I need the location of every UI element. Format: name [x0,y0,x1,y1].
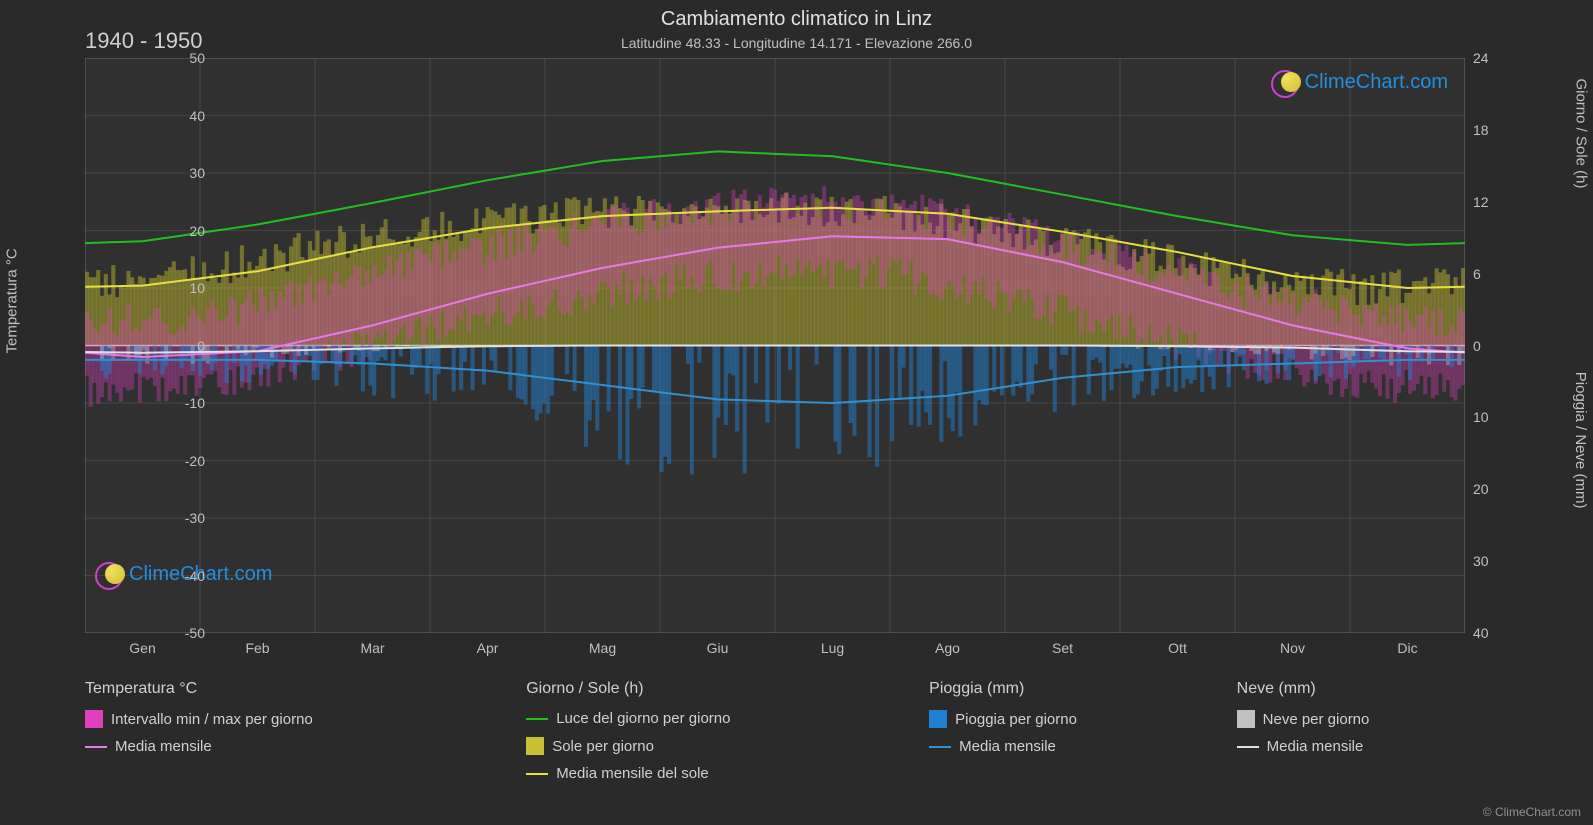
x-tick-month: Ago [935,640,960,656]
x-tick-month: Feb [245,640,269,656]
legend-item: Pioggia per giorno [929,710,1196,728]
legend-label: Pioggia per giorno [955,711,1077,728]
legend-item: Media mensile [85,738,486,755]
legend-item: Sole per giorno [526,737,889,755]
legend-swatch [526,718,548,720]
legend-label: Media mensile [1267,738,1364,755]
plot-svg [85,58,1465,633]
legend: Temperatura °C Intervallo min / max per g… [85,680,1485,782]
legend-item: Media mensile del sole [526,765,889,782]
y-tick-left: 20 [95,223,205,239]
legend-label: Neve per giorno [1263,711,1370,728]
x-tick-month: Mag [589,640,616,656]
legend-item: Luce del giorno per giorno [526,710,889,727]
x-tick-month: Dic [1397,640,1417,656]
y-tick-right-hours: 6 [1473,266,1481,282]
y-tick-left: 40 [95,108,205,124]
climate-chart: Cambiamento climatico in Linz Latitudine… [0,0,1593,825]
y-tick-left: -30 [95,510,205,526]
x-tick-month: Giu [707,640,729,656]
x-tick-month: Lug [821,640,844,656]
legend-column: Giorno / Sole (h) Luce del giorno per gio… [526,680,889,782]
y-tick-left: -40 [95,568,205,584]
climechart-logo-icon [1271,68,1299,96]
legend-header: Temperatura °C [85,680,486,698]
legend-swatch [526,773,548,775]
x-tick-month: Apr [477,640,499,656]
x-tick-month: Ott [1168,640,1187,656]
y-tick-left: 50 [95,50,205,66]
y-tick-left: 10 [95,280,205,296]
plot-area [85,58,1465,633]
legend-label: Media mensile [115,738,212,755]
y-tick-right-mm: 10 [1473,409,1489,425]
y-axis-right-top-label: Giorno / Sole (h) [1573,78,1590,188]
brand-text: ClimeChart.com [1305,71,1448,94]
legend-swatch [929,710,947,728]
y-tick-right-hours: 24 [1473,50,1489,66]
y-tick-right-mm: 30 [1473,553,1489,569]
legend-column: Temperatura °C Intervallo min / max per g… [85,680,486,782]
y-tick-right-mm: 40 [1473,625,1489,641]
legend-item: Media mensile [1237,738,1485,755]
y-tick-left: 30 [95,165,205,181]
x-tick-month: Mar [360,640,384,656]
copyright: © ClimeChart.com [1483,805,1581,819]
legend-item: Neve per giorno [1237,710,1485,728]
legend-header: Pioggia (mm) [929,680,1196,698]
legend-label: Luce del giorno per giorno [556,710,730,727]
legend-header: Neve (mm) [1237,680,1485,698]
legend-column: Neve (mm) Neve per giorno Media mensile [1237,680,1485,782]
legend-swatch [526,737,544,755]
legend-swatch [929,746,951,748]
x-tick-month: Set [1052,640,1073,656]
chart-title: Cambiamento climatico in Linz [0,0,1593,31]
legend-label: Media mensile [959,738,1056,755]
y-axis-right-bottom-label: Pioggia / Neve (mm) [1573,372,1590,509]
y-tick-right-mm: 20 [1473,481,1489,497]
legend-column: Pioggia (mm) Pioggia per giorno Media mens… [929,680,1196,782]
y-tick-left: -10 [95,395,205,411]
y-tick-right-hours: 0 [1473,338,1481,354]
y-tick-left: -20 [95,453,205,469]
chart-subtitle: Latitudine 48.33 - Longitudine 14.171 - … [0,31,1593,51]
y-axis-left-label: Temperatura °C [4,248,21,353]
y-tick-left: -50 [95,625,205,641]
legend-header: Giorno / Sole (h) [526,680,889,698]
x-tick-month: Gen [129,640,155,656]
y-tick-left: 0 [95,338,205,354]
y-tick-right-hours: 18 [1473,122,1489,138]
legend-item: Intervallo min / max per giorno [85,710,486,728]
legend-swatch [85,746,107,748]
legend-item: Media mensile [929,738,1196,755]
legend-label: Intervallo min / max per giorno [111,711,313,728]
legend-swatch [1237,746,1259,748]
brand-logo-top[interactable]: ClimeChart.com [1271,68,1448,96]
legend-label: Sole per giorno [552,738,654,755]
legend-swatch [85,710,103,728]
legend-swatch [1237,710,1255,728]
x-tick-month: Nov [1280,640,1305,656]
legend-label: Media mensile del sole [556,765,709,782]
y-tick-right-hours: 12 [1473,194,1489,210]
